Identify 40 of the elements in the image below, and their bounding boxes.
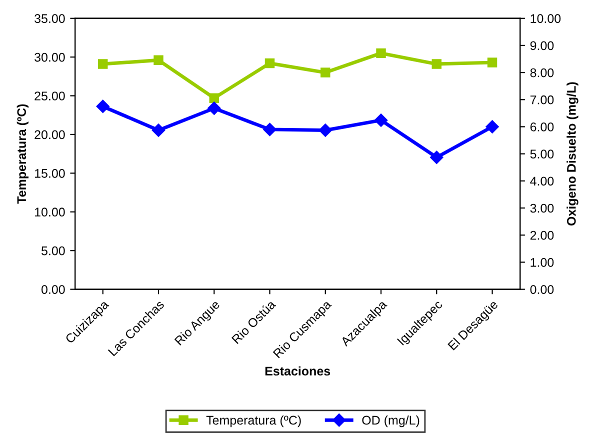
point: [152, 124, 166, 137]
point: [263, 122, 276, 136]
point: [98, 59, 108, 69]
point: [432, 59, 442, 69]
y-tick-label: 0.00: [41, 285, 65, 294]
point: [487, 58, 498, 68]
point: [209, 93, 219, 103]
y-tick-label: 5.00: [42, 246, 65, 256]
y-tick-label: 20.00: [34, 130, 65, 140]
y-tick-label: 35.00: [34, 14, 65, 24]
y2-tick-label: 10.00: [530, 14, 561, 24]
y-axis-title: Temperatura (ºC): [16, 104, 28, 204]
point: [318, 124, 332, 137]
y-tick-label: 15.00: [35, 168, 65, 178]
legend-label: OD (mg/L): [362, 415, 420, 428]
point: [96, 100, 110, 113]
y2-tick-label: 5.00: [530, 150, 554, 158]
y2-tick-label: 1.00: [530, 258, 554, 267]
point: [320, 68, 330, 78]
y-tick-label: 25.00: [34, 92, 65, 100]
legend-label: Temperatura (ºC): [206, 415, 301, 428]
y2-axis-title: Oxigeno Disuelto (mg/L): [566, 82, 578, 226]
y-tick-label: 30.00: [34, 52, 65, 62]
point: [376, 48, 386, 58]
y2-tick-label: 4.00: [530, 176, 554, 186]
y2-tick-label: 9.00: [530, 41, 554, 50]
y2-tick-label: 0.00: [530, 285, 554, 294]
y-tick-label: 10.00: [35, 208, 65, 217]
point: [208, 102, 221, 115]
x-axis-title: Estaciones: [265, 366, 330, 376]
y2-tick-label: 2.00: [530, 230, 554, 240]
point: [374, 114, 388, 127]
point: [264, 58, 275, 68]
y2-tick-label: 8.00: [530, 68, 554, 78]
point: [154, 55, 164, 66]
y2-tick-label: 3.00: [530, 204, 554, 213]
point: [486, 120, 499, 134]
y2-tick-label: 6.00: [530, 122, 554, 132]
point: [430, 150, 444, 164]
y2-tick-label: 7.00: [530, 95, 554, 104]
